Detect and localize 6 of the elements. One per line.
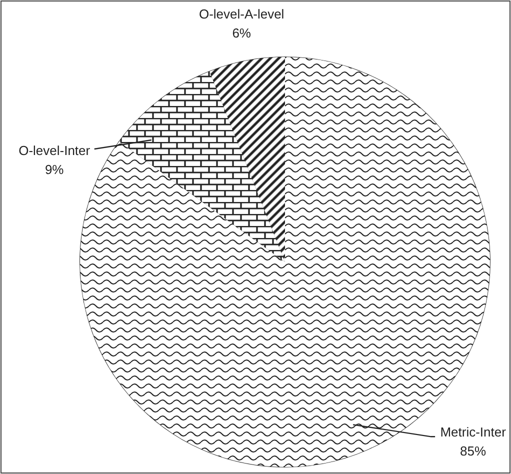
data-label: 85% [460, 444, 487, 459]
data-label: 6% [232, 26, 252, 41]
slice-label: O-level-A-level [198, 6, 284, 22]
slice-label: Metric-Inter [440, 424, 507, 440]
slice-label: O-level-Inter [18, 143, 91, 158]
data-label: 9% [44, 162, 64, 178]
